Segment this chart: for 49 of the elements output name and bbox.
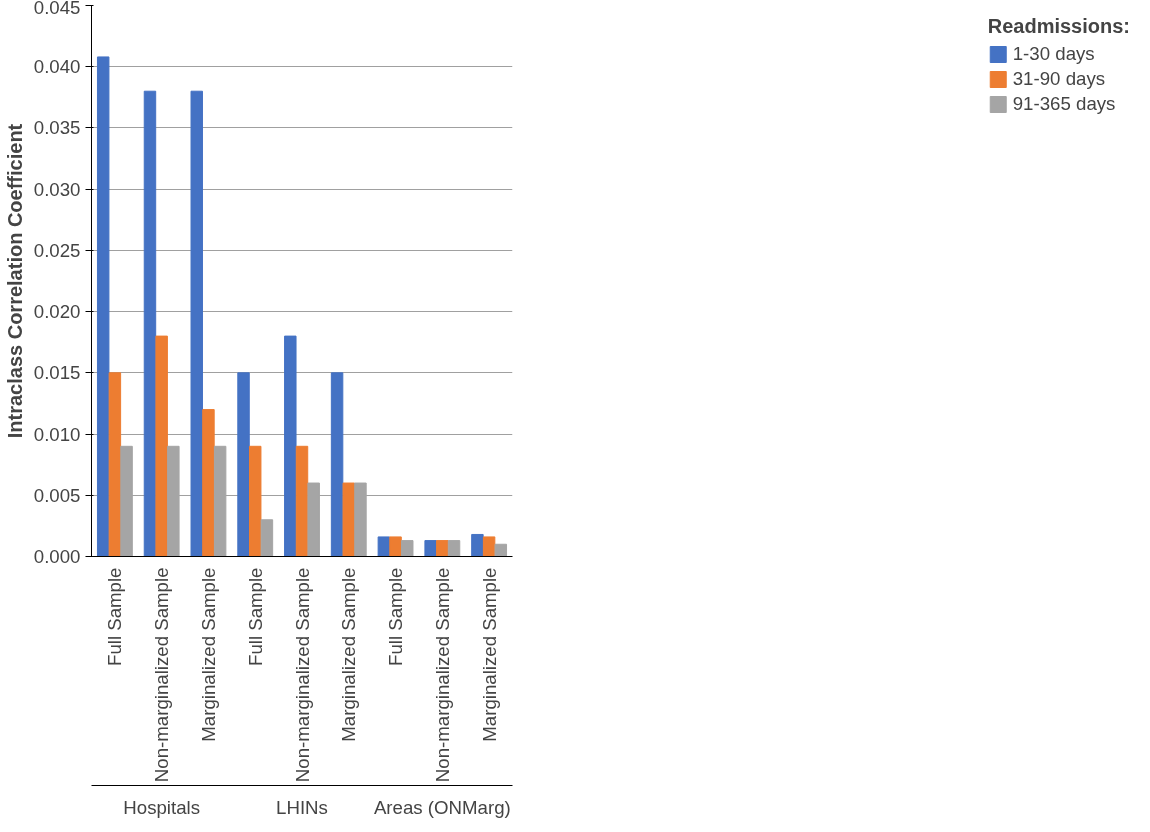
- legend-label: 91-365 days: [1012, 93, 1116, 115]
- bar: [248, 445, 262, 557]
- bar: [284, 335, 297, 557]
- bar: [260, 519, 274, 557]
- bar: [342, 482, 356, 557]
- y-tick-label: 0.020: [33, 301, 81, 323]
- bar: [401, 540, 414, 557]
- bar: [202, 409, 215, 557]
- bar: [447, 540, 461, 557]
- bar: [295, 445, 309, 557]
- x-tick-label: Marginalized Sample: [197, 567, 219, 742]
- bar: [155, 335, 168, 557]
- bar: [471, 533, 484, 557]
- bar: [377, 536, 391, 557]
- y-tick-label: 0.000: [33, 546, 81, 567]
- bar: [494, 543, 508, 557]
- y-tick-label: 0.040: [33, 56, 81, 78]
- x-tick-label: Marginalized Sample: [338, 567, 360, 742]
- x-tick-label: Marginalized Sample: [478, 567, 500, 742]
- y-tick-label: 0.030: [33, 178, 81, 200]
- text: LHINs: [276, 796, 328, 818]
- y-tick-label: 0.010: [33, 423, 81, 445]
- y-tick-label: 0.035: [33, 117, 81, 139]
- y-tick-label: 0.025: [33, 239, 81, 261]
- legend-title: Readmissions:: [987, 15, 1130, 38]
- x-tick-label: Non-marginalized Sample: [431, 567, 453, 783]
- x-tick-label: Full Sample: [385, 567, 407, 666]
- bar: [190, 90, 203, 557]
- bar: [143, 90, 157, 557]
- bar: [436, 540, 449, 557]
- bar: [96, 56, 110, 557]
- x-tick-label: Full Sample: [104, 567, 126, 666]
- bar: [389, 536, 402, 557]
- legend-label: 31-90 days: [1012, 68, 1106, 90]
- text: Hospitals: [123, 796, 201, 818]
- x-tick-label: Non-marginalized Sample: [291, 567, 313, 783]
- y-tick-label: 0.045: [33, 0, 81, 18]
- bar: [482, 536, 496, 557]
- bar: [108, 372, 122, 557]
- bar: [424, 540, 437, 557]
- y-axis-title: Intraclass Correlation Coefficient: [3, 123, 26, 439]
- x-tick-label: Full Sample: [244, 567, 266, 666]
- legend-label: 1-30 days: [1012, 43, 1095, 65]
- y-tick-label: 0.015: [33, 362, 81, 384]
- text: Areas (ONMarg): [373, 796, 511, 818]
- bar: [330, 372, 344, 557]
- x-tick-label: Non-marginalized Sample: [151, 567, 173, 783]
- y-tick-label: 0.005: [33, 484, 81, 506]
- bar: [237, 372, 250, 557]
